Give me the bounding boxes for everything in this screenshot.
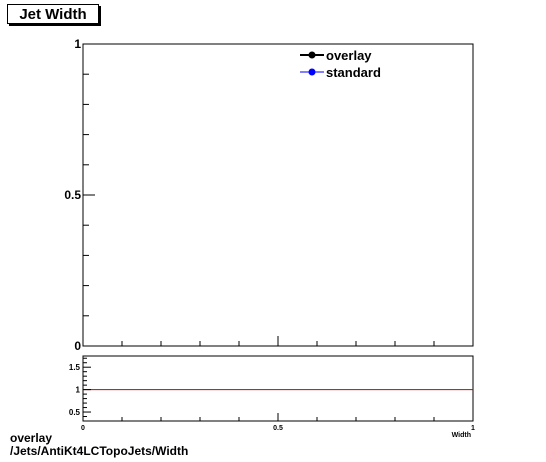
legend-label: overlay bbox=[326, 48, 372, 63]
ratio-plot: 0.511.5 0 0.5 1 Width bbox=[69, 355, 475, 439]
ratio-y-tick-label: 0.5 bbox=[69, 408, 81, 417]
footer: overlay /Jets/AntiKt4LCTopoJets/Width bbox=[10, 432, 188, 458]
legend-item-overlay: overlay bbox=[300, 48, 372, 63]
ratio-x-tick-label: 0 bbox=[81, 425, 85, 432]
legend-item-standard: standard bbox=[300, 65, 381, 80]
main-y-tick-label: 0 bbox=[74, 339, 81, 353]
legend-label: standard bbox=[326, 65, 381, 80]
ratio-x-tick-label: 1 bbox=[471, 425, 475, 432]
legend-marker bbox=[308, 68, 316, 76]
ratio-y-tick-label: 1.5 bbox=[69, 363, 81, 372]
ratio-x-tick-label: 0.5 bbox=[273, 425, 283, 432]
plot-title: Jet Width bbox=[19, 6, 87, 23]
legend: overlay standard bbox=[300, 48, 381, 80]
ratio-y-axis: 0.5 1 1.5 bbox=[69, 357, 91, 417]
main-y-tick-label: 1 bbox=[74, 37, 81, 51]
footer-line-1: overlay bbox=[10, 431, 53, 445]
main-y-axis: 00.51 bbox=[64, 37, 474, 353]
main-plot-frame bbox=[82, 43, 474, 347]
footer-line-2: /Jets/AntiKt4LCTopoJets/Width bbox=[10, 444, 189, 458]
ratio-x-axis-label: Width bbox=[452, 432, 471, 439]
ratio-x-axis: 0 0.5 1 bbox=[81, 413, 475, 432]
ratio-plot-frame bbox=[82, 355, 474, 422]
legend-marker bbox=[308, 51, 316, 59]
title-box: Jet Width bbox=[7, 4, 99, 24]
main-y-tick-label: 0.5 bbox=[64, 188, 81, 202]
ratio-y-tick-label: 1 bbox=[76, 386, 81, 395]
